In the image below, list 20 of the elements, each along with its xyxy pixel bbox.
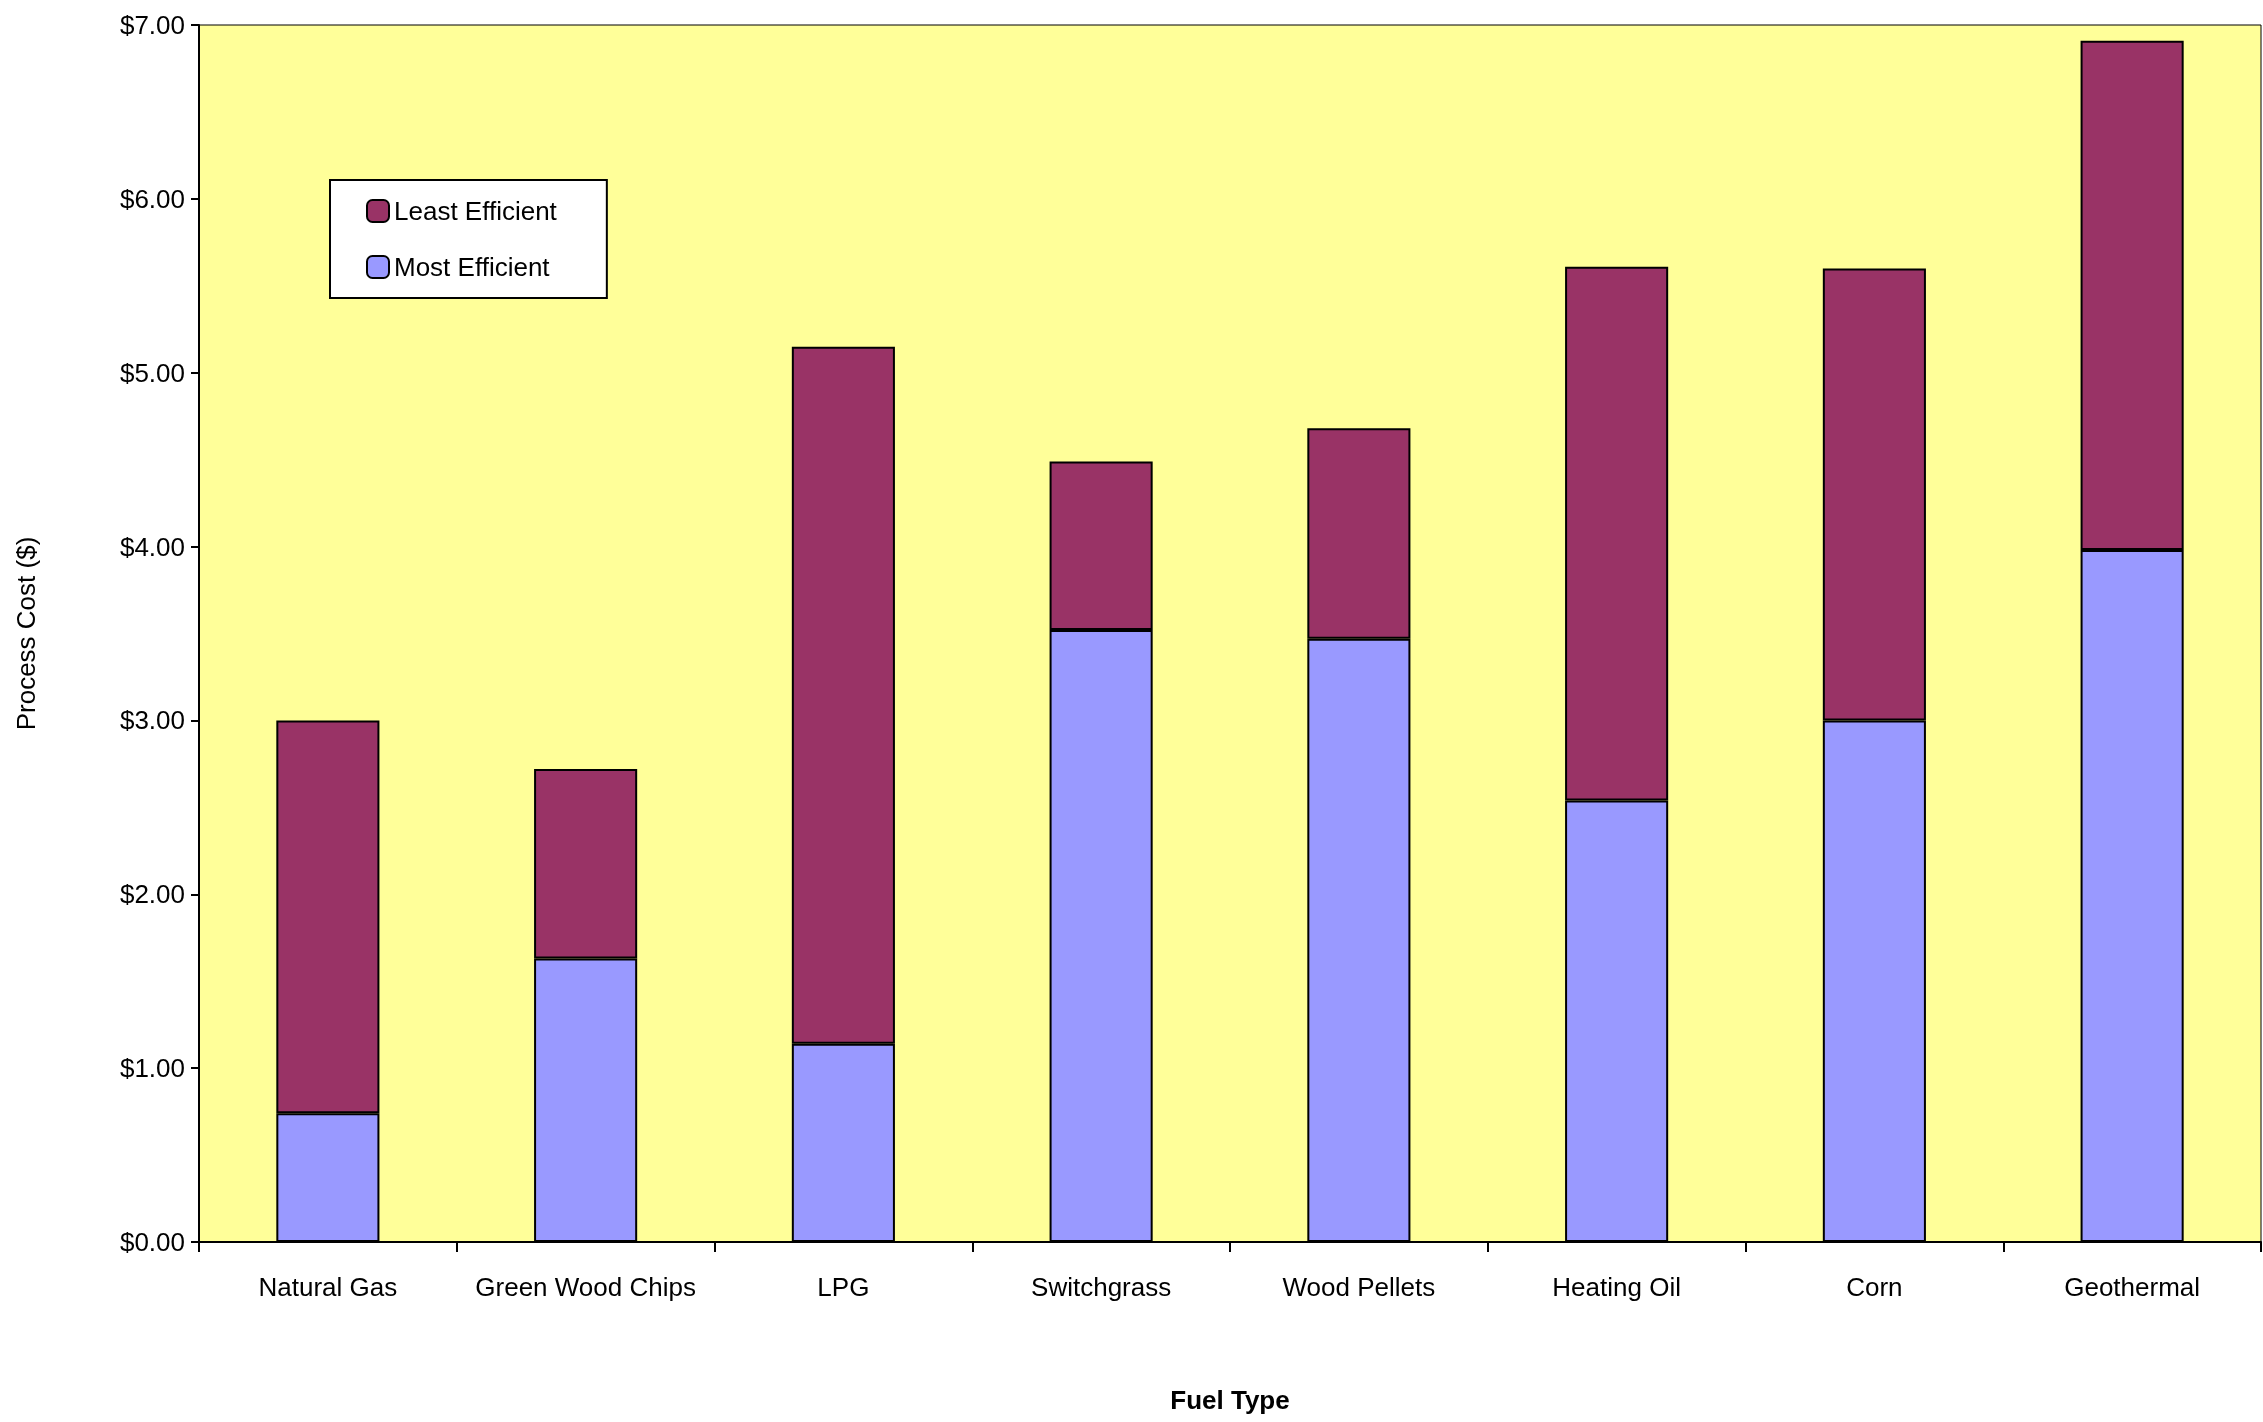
- y-tick-label: $2.00: [119, 879, 185, 910]
- y-axis-title: Process Cost ($): [11, 536, 41, 731]
- x-tick-label: Wood Pellets: [1282, 1272, 1436, 1302]
- x-tick-label: Switchgrass: [1031, 1272, 1172, 1302]
- y-tick-label: $7.00: [119, 10, 185, 40]
- x-tick-label: Green Wood Chips: [475, 1272, 696, 1302]
- legend-label: Least Efficient: [394, 196, 558, 226]
- y-tick-label: $0.00: [119, 1227, 185, 1257]
- x-tick-label: LPG: [817, 1272, 870, 1302]
- x-tick-label: Natural Gas: [258, 1272, 398, 1302]
- x-tick-label: Heating Oil: [1552, 1272, 1681, 1302]
- y-tick-label: $4.00: [119, 531, 185, 562]
- y-tick-label: $5.00: [119, 357, 185, 388]
- y-tick-label: $3.00: [119, 705, 185, 736]
- y-tick-label: $1.00: [119, 1053, 185, 1084]
- x-tick-label: Corn: [1846, 1272, 1903, 1302]
- x-tick-label: Geothermal: [2064, 1272, 2201, 1302]
- x-axis-title: Fuel Type: [1170, 1385, 1290, 1415]
- y-tick-label: $6.00: [119, 183, 185, 214]
- legend-label: Most Efficient: [394, 252, 551, 282]
